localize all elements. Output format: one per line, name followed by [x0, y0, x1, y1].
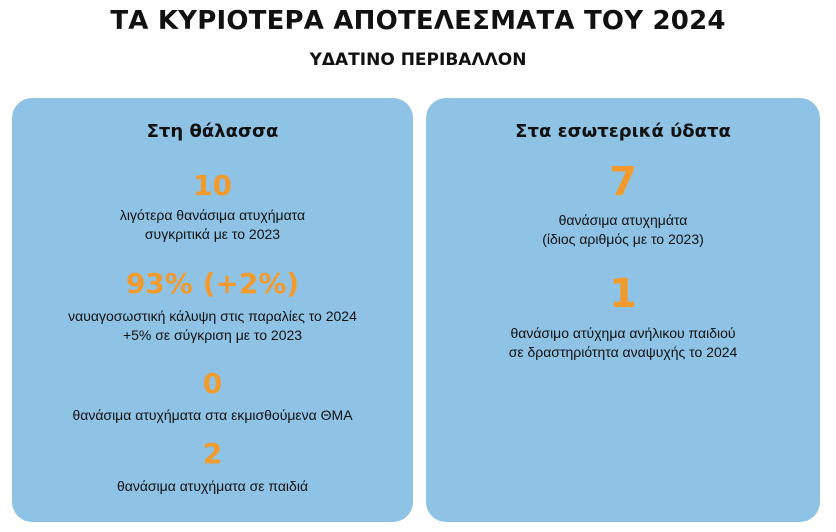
sea-panel-heading: Στη θάλασσα	[146, 121, 279, 142]
inland-stat-fatal: 7 θανάσιμα ατυχημάτα (ίδιος αριθμός με τ…	[426, 162, 820, 249]
sea-stat-rental-boats: 0 θανάσιμα ατυχήματα στα εκμισθούμενα ΘΜ…	[12, 370, 413, 425]
sea-stat-children: 2 θανάσιμα ατυχήματα σε παιδιά	[12, 440, 413, 496]
stat-value: 7	[609, 159, 637, 205]
stat-value: 10	[193, 169, 232, 202]
stat-description: θανάσιμα ατυχήματα στα εκμισθούμενα ΘΜΑ	[72, 407, 353, 423]
inland-panel: Στα εσωτερικά ύδατα 7 θανάσιμα ατυχημάτα…	[426, 98, 820, 522]
sea-stat-fatal-decrease: 10 λιγότερα θανάσιμα ατυχήματα συγκριτικ…	[12, 172, 413, 244]
stat-value: 1	[609, 271, 637, 317]
sea-stat-lifeguard-coverage: 93% (+2%) ναυαγοσωστική κάλυψη στις παρα…	[12, 270, 413, 345]
stat-value: 0	[202, 367, 223, 400]
stat-description: θανάσιμα ατυχήματα σε παιδιά	[116, 478, 309, 494]
page-subtitle: ΥΔΑΤΙΝΟ ΠΕΡΙΒΑΛΛΟΝ	[309, 50, 527, 70]
stat-value: 2	[202, 437, 223, 470]
inland-stat-minor: 1 θανάσιμο ατύχημα ανήλικου παιδιού σε δ…	[426, 274, 820, 362]
stat-description: θανάσιμο ατύχημα ανήλικου παιδιού σε δρα…	[508, 325, 738, 360]
stat-description: θανάσιμα ατυχημάτα (ίδιος αριθμός με το …	[542, 212, 704, 247]
stat-description: λιγότερα θανάσιμα ατυχήματα συγκριτικά μ…	[119, 207, 306, 242]
stat-description: ναυαγοσωστική κάλυψη στις παραλίες το 20…	[68, 308, 357, 343]
page-title: ΤΑ ΚΥΡΙΟΤΕΡΑ ΑΠΟΤΕΛΕΣΜΑΤΑ ΤΟΥ 2024	[110, 6, 726, 36]
stat-value: 93% (+2%)	[125, 267, 300, 300]
inland-panel-heading: Στα εσωτερικά ύδατα	[515, 121, 731, 142]
sea-panel: Στη θάλασσα 10 λιγότερα θανάσιμα ατυχήμα…	[12, 98, 413, 522]
